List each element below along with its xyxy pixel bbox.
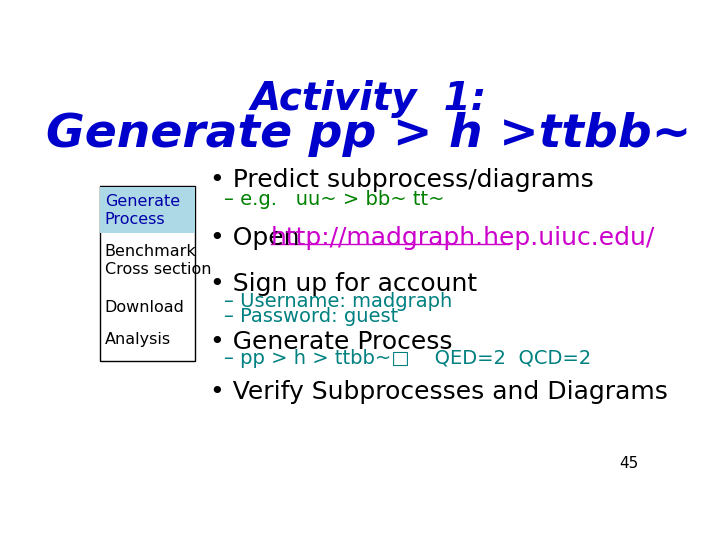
Text: 45: 45 — [619, 456, 639, 471]
Text: • Open: • Open — [210, 226, 307, 250]
Text: Activity  1:: Activity 1: — [251, 80, 487, 118]
Text: • Sign up for account: • Sign up for account — [210, 272, 477, 296]
Text: – Username: madgraph: – Username: madgraph — [224, 292, 452, 310]
Text: • Predict subprocess/diagrams: • Predict subprocess/diagrams — [210, 168, 594, 192]
Text: Generate pp > h >ttbb~: Generate pp > h >ttbb~ — [46, 112, 692, 157]
Text: Analysis: Analysis — [104, 332, 171, 347]
FancyBboxPatch shape — [100, 187, 194, 233]
Text: Benchmark
Cross section: Benchmark Cross section — [104, 244, 211, 276]
FancyBboxPatch shape — [100, 186, 194, 361]
Text: Download: Download — [104, 300, 184, 315]
Text: – Password: guest: – Password: guest — [224, 307, 398, 326]
Text: – e.g.   uu~ > bb~ tt~: – e.g. uu~ > bb~ tt~ — [224, 190, 444, 209]
Text: • Generate Process: • Generate Process — [210, 330, 453, 354]
Text: – pp > h > ttbb~□    QED=2  QCD=2: – pp > h > ttbb~□ QED=2 QCD=2 — [224, 349, 591, 368]
Text: http://madgraph.hep.uiuc.edu/: http://madgraph.hep.uiuc.edu/ — [271, 226, 654, 250]
Text: • Verify Subprocesses and Diagrams: • Verify Subprocesses and Diagrams — [210, 380, 668, 404]
Text: Generate
Process: Generate Process — [104, 194, 180, 227]
